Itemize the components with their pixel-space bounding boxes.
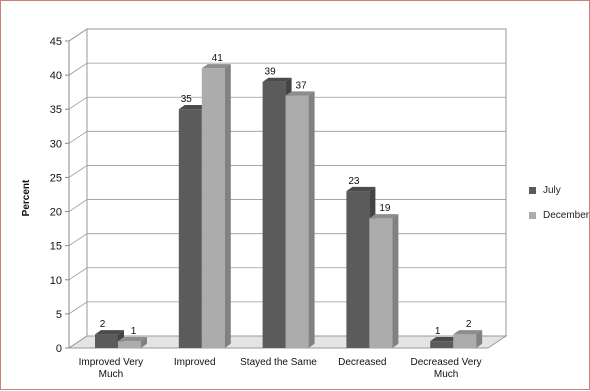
bars bbox=[95, 64, 483, 349]
data-labels: 2 35 39 23 1 1 41 37 19 2 bbox=[100, 53, 472, 337]
x-tick-label: Improved Very Much bbox=[79, 357, 143, 380]
bar-top bbox=[262, 77, 292, 82]
bar-front bbox=[178, 109, 202, 348]
data-label: 23 bbox=[348, 176, 360, 187]
y-tick-label: 10 bbox=[50, 275, 62, 287]
data-label: 35 bbox=[181, 94, 193, 105]
y-tick-label: 35 bbox=[50, 104, 62, 116]
y-tick-label: 30 bbox=[50, 138, 62, 150]
y-tick-label: 20 bbox=[50, 207, 62, 219]
legend-label-july: July bbox=[543, 185, 561, 196]
legend-label-december: December bbox=[543, 210, 590, 221]
bar-front bbox=[262, 81, 286, 348]
data-label: 2 bbox=[100, 319, 106, 330]
bar-front bbox=[118, 341, 141, 348]
y-axis-ticks: 0 5 10 15 20 25 30 35 40 45 bbox=[50, 36, 70, 355]
legend-swatch-july bbox=[529, 187, 536, 194]
x-tick-label-line: Decreased bbox=[338, 357, 386, 368]
x-tick-label: Stayed the Same bbox=[240, 357, 317, 368]
data-label: 39 bbox=[265, 67, 277, 78]
bar-front bbox=[95, 334, 118, 348]
bar bbox=[118, 336, 147, 348]
data-label: 41 bbox=[212, 53, 224, 64]
bar-top bbox=[178, 105, 208, 110]
data-label: 19 bbox=[379, 203, 391, 214]
x-tick-label-line: Improved Very bbox=[79, 357, 143, 368]
legend-item-december: December bbox=[529, 209, 589, 222]
bar-front bbox=[453, 334, 477, 348]
gridline bbox=[68, 130, 506, 144]
y-tick-label: 45 bbox=[50, 36, 62, 48]
side-wall bbox=[68, 28, 88, 349]
x-tick-label: Decreased bbox=[338, 357, 386, 368]
data-label: 1 bbox=[435, 326, 441, 337]
bar-side bbox=[392, 214, 399, 348]
bar-front bbox=[346, 191, 370, 348]
y-tick-label: 5 bbox=[56, 309, 62, 321]
y-tick-label: 0 bbox=[56, 343, 62, 355]
bar bbox=[369, 214, 399, 348]
x-tick-label-line: Decreased Very bbox=[411, 357, 482, 368]
bar-top bbox=[346, 186, 376, 192]
gridline bbox=[68, 28, 506, 42]
bar-side bbox=[476, 330, 483, 348]
gridline bbox=[68, 96, 506, 110]
bar bbox=[453, 330, 483, 348]
data-label: 2 bbox=[466, 319, 472, 330]
bar-top bbox=[453, 330, 483, 335]
bar-side bbox=[141, 336, 147, 348]
x-tick-label: Decreased Very Much bbox=[411, 357, 482, 380]
data-label: 37 bbox=[296, 80, 308, 91]
y-tick-label: 40 bbox=[50, 70, 62, 82]
legend: July December bbox=[529, 184, 589, 234]
bar-top bbox=[201, 64, 231, 69]
gridline bbox=[68, 62, 506, 76]
y-axis-label: Percent bbox=[21, 179, 32, 216]
bar-side bbox=[308, 91, 315, 348]
gridline bbox=[68, 165, 506, 178]
bar-front bbox=[369, 218, 393, 348]
bar-top bbox=[285, 91, 315, 96]
bar-front bbox=[285, 95, 309, 348]
x-tick-label-line: Much bbox=[99, 369, 123, 380]
bar bbox=[285, 91, 315, 348]
bar-front bbox=[430, 341, 454, 348]
y-tick-label: 15 bbox=[50, 241, 62, 253]
x-tick-label-line: Improved bbox=[174, 357, 216, 368]
x-tick-label-line: Stayed the Same bbox=[240, 357, 317, 368]
bar-top bbox=[369, 214, 399, 219]
y-tick-label: 25 bbox=[50, 172, 62, 184]
bar-front bbox=[201, 68, 225, 349]
bar-top bbox=[95, 330, 124, 335]
legend-swatch-december bbox=[529, 212, 536, 219]
bar-side bbox=[224, 64, 231, 348]
legend-item-july: July bbox=[529, 184, 589, 197]
x-tick-label: Improved bbox=[174, 357, 216, 368]
bar-top bbox=[430, 336, 460, 342]
bar-top bbox=[118, 336, 147, 342]
x-tick-label-line: Much bbox=[434, 369, 458, 380]
data-label: 1 bbox=[131, 326, 137, 337]
bar bbox=[201, 64, 231, 349]
